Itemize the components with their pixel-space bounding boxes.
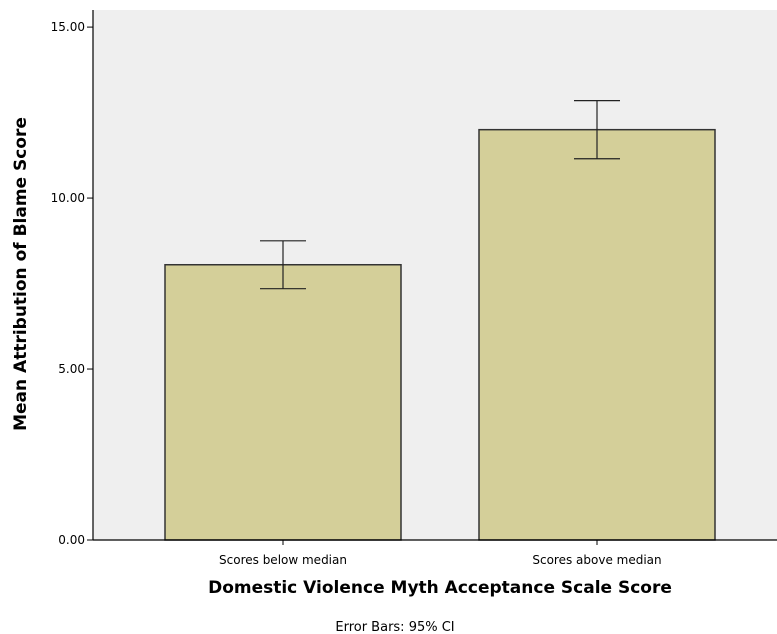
x-tick-label-0: Scores below median bbox=[219, 553, 347, 567]
error-bars-layer bbox=[260, 100, 620, 290]
x-tick-label-1: Scores above median bbox=[532, 553, 661, 567]
bar-0 bbox=[164, 263, 402, 541]
error-bars-footnote: Error Bars: 95% CI bbox=[335, 620, 454, 634]
x-axis-title: Domestic Violence Myth Acceptance Scale … bbox=[208, 578, 672, 598]
y-tick-label-2: 10.00 bbox=[51, 191, 85, 205]
bar-1 bbox=[478, 128, 716, 541]
y-axis-title: Mean Attribution of Blame Score bbox=[11, 117, 31, 431]
y-tick-label-1: 5.00 bbox=[58, 362, 85, 376]
y-tick-label-0: 0.00 bbox=[58, 533, 85, 547]
y-tick-label-3: 15.00 bbox=[51, 20, 85, 34]
axes-layer: Scores below median Scores above median 0.… bbox=[51, 10, 777, 567]
